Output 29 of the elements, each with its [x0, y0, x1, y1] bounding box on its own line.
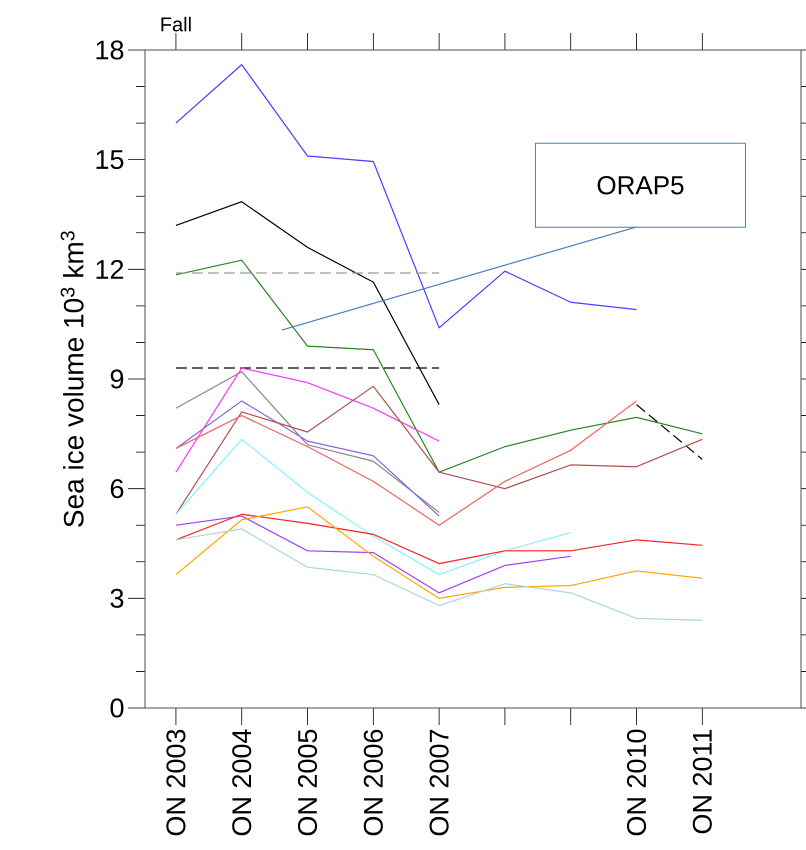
line-series [175, 528, 703, 621]
y-tick-label: 18 [96, 40, 124, 60]
y-tick-label: 12 [96, 260, 124, 279]
chart-title: Fall [161, 16, 191, 32]
line-series [175, 367, 440, 473]
annotation: ORAP5 [598, 176, 684, 194]
line-series [175, 400, 440, 517]
x-tick-label: ON 2004 [232, 729, 252, 836]
line-series [175, 514, 703, 564]
y-tick-label: 15 [96, 150, 124, 170]
x-tick-label: ON 2011 [692, 730, 712, 834]
y-tick-label: 0 [110, 698, 124, 718]
line-series [175, 201, 440, 406]
line-series [175, 371, 440, 514]
x-tick-label: ON 2005 [298, 730, 318, 836]
y-tick-label: 3 [110, 588, 124, 608]
x-tick-label: ON 2003 [166, 730, 186, 836]
x-tick-label: ON 2007 [430, 730, 449, 836]
y-axis-title: Sea ice volume 10$^{3}$ km$^{3}$ [60, 231, 84, 527]
y-tick-label: 9 [110, 369, 124, 389]
x-tick-label: ON 2010 [626, 730, 646, 836]
y-tick-label: 6 [110, 479, 124, 498]
line-series [175, 506, 703, 599]
line-series [175, 515, 572, 594]
line-series [175, 260, 703, 473]
line-series [175, 400, 638, 526]
line-series [175, 438, 572, 576]
x-tick-label: ON 2006 [364, 730, 383, 836]
line-series [175, 386, 703, 515]
